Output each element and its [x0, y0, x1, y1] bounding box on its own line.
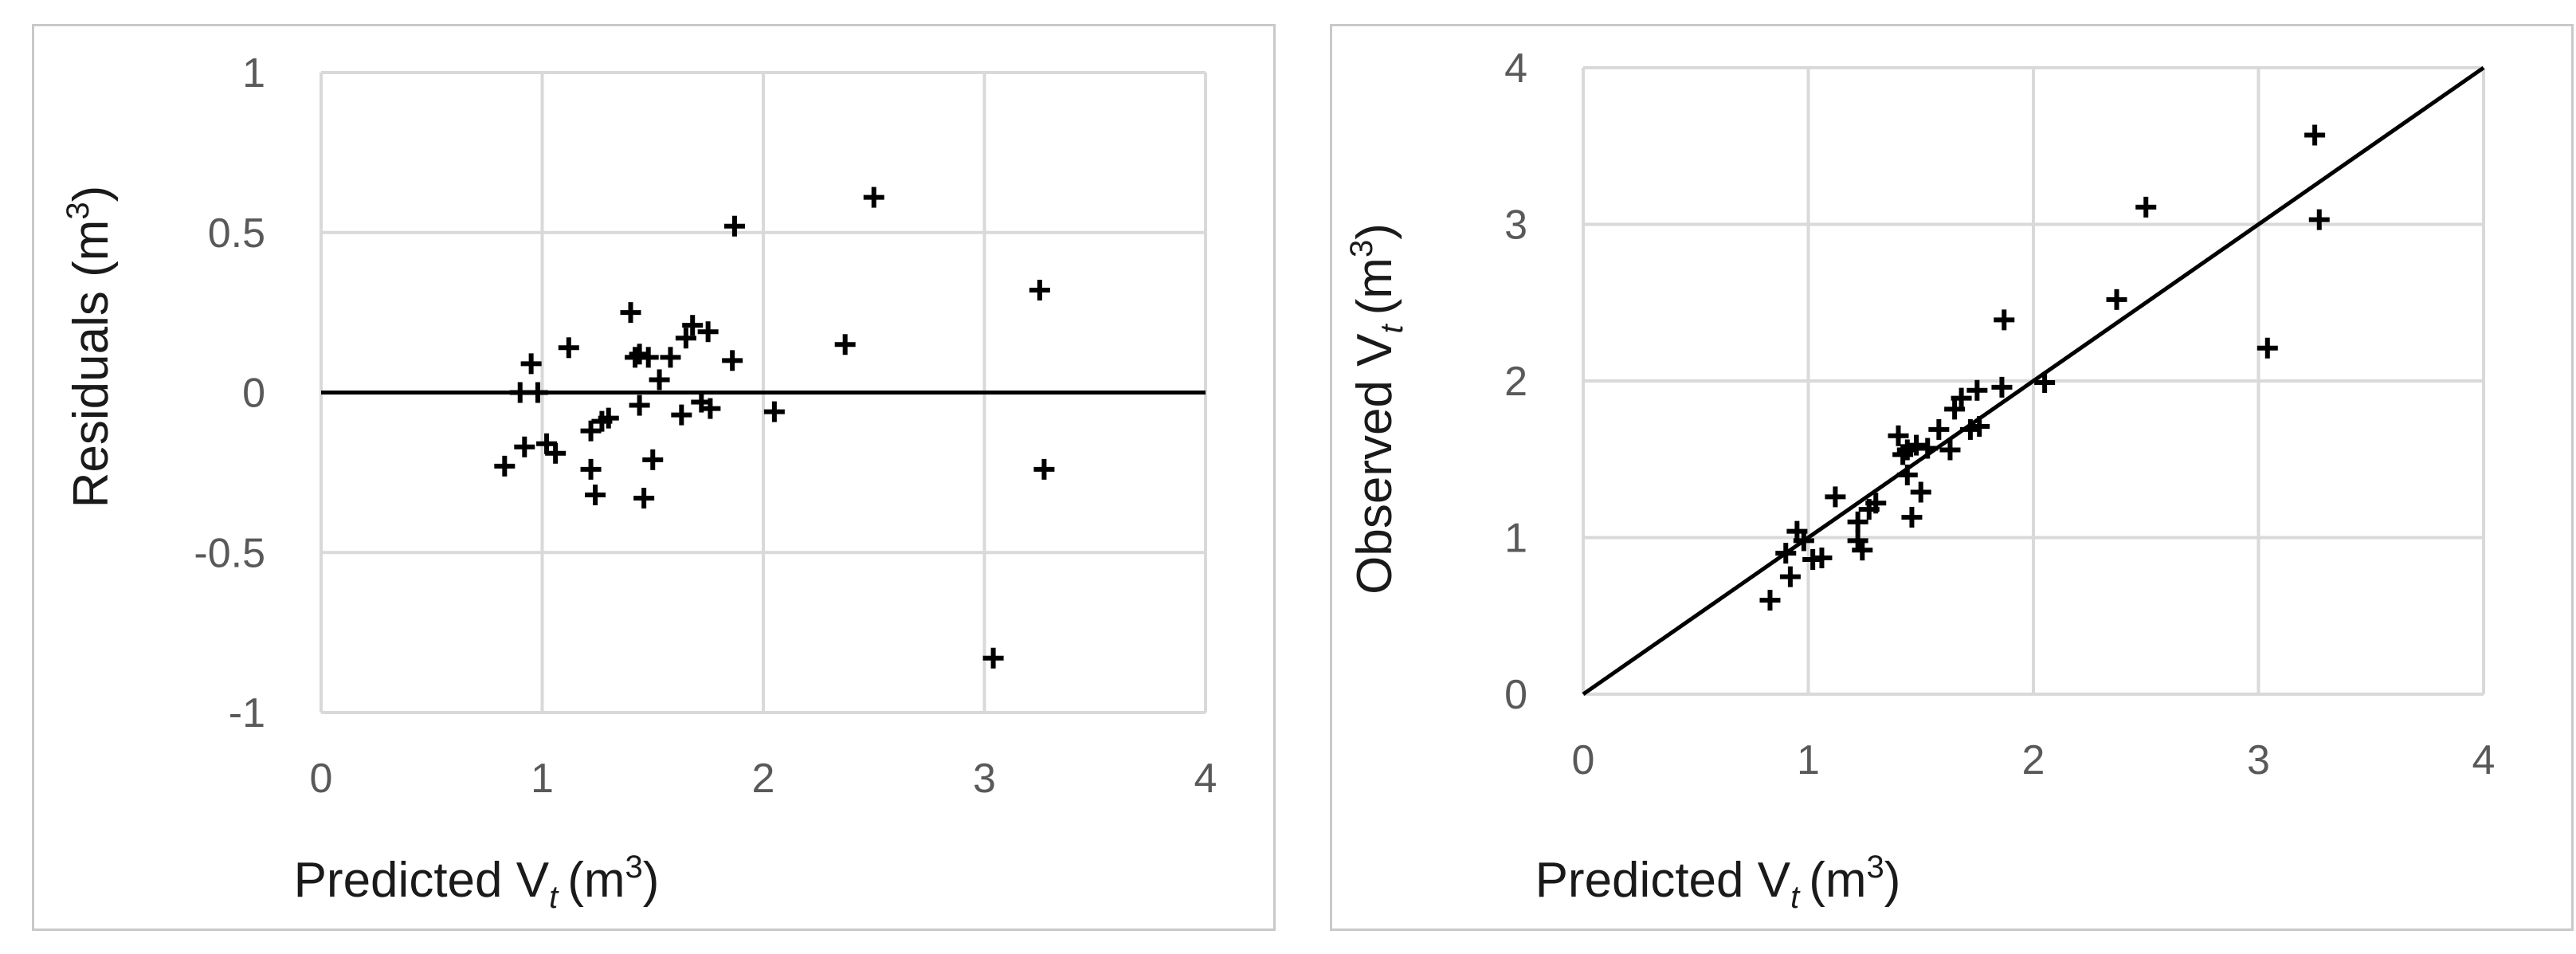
- data-point: [1847, 530, 1868, 552]
- y-tick-label: -0.5: [194, 530, 265, 576]
- y-tick-label: 3: [1504, 202, 1527, 249]
- data-point: [2034, 371, 2056, 393]
- x-tick-label: 0: [1572, 737, 1595, 783]
- data-point: [1994, 309, 2015, 331]
- data-point: [633, 487, 655, 508]
- data-point: [1779, 566, 1801, 587]
- data-point: [863, 186, 884, 208]
- data-point: [697, 321, 719, 343]
- data-point: [1775, 543, 1797, 564]
- data-point: [509, 382, 531, 403]
- data-point: [1825, 486, 1846, 508]
- data-point: [527, 382, 548, 403]
- data-point: [1917, 438, 1939, 459]
- data-point: [1901, 506, 1923, 528]
- y-tick-label: 1: [242, 50, 265, 96]
- data-point: [1969, 415, 1990, 437]
- data-point: [580, 420, 602, 442]
- data-point: [2106, 289, 2127, 310]
- x-tick-label: 4: [2472, 737, 2496, 783]
- data-point: [1928, 418, 1950, 440]
- x-tick-label: 2: [752, 756, 775, 802]
- y-tick-labels: -1 -0.5 0 0.5 1: [194, 50, 265, 736]
- data-point: [1939, 439, 1961, 461]
- data-point: [660, 347, 681, 368]
- y-axis-title: Observed Vt(m3): [1344, 223, 1410, 595]
- y-tick-label: 1: [1504, 516, 1527, 562]
- data-point: [722, 350, 743, 371]
- x-tick-label: 4: [1194, 756, 1217, 802]
- data-point: [620, 302, 641, 324]
- y-axis-title: Residuals (m3): [61, 186, 119, 508]
- x-tick-labels: 0 1 2 3 4: [310, 756, 1217, 802]
- data-point: [2308, 209, 2330, 230]
- data-point: [763, 401, 785, 422]
- data-point: [598, 407, 619, 429]
- data-point: [1852, 540, 1873, 561]
- data-point: [1951, 387, 1972, 409]
- y-tick-label: 0: [1504, 672, 1527, 718]
- data-point: [629, 395, 650, 416]
- x-tick-label: 1: [1797, 737, 1820, 783]
- y-tick-label: 4: [1504, 45, 1527, 92]
- x-tick-labels: 0 1 2 3 4: [1572, 737, 2496, 783]
- data-point: [494, 455, 516, 477]
- data-point: [642, 449, 664, 470]
- y-tick-label: 0: [242, 371, 265, 417]
- data-point: [982, 647, 1004, 669]
- data-point: [1888, 425, 1909, 446]
- data-point: [1847, 511, 1868, 532]
- data-point: [514, 436, 535, 457]
- x-tick-label: 2: [2022, 737, 2045, 783]
- data-point: [2135, 196, 2157, 218]
- data-point: [558, 337, 579, 359]
- data-point: [2304, 124, 2326, 146]
- data-point: [682, 315, 704, 336]
- data-point: [1865, 493, 1887, 514]
- data-points: [1759, 124, 2330, 611]
- y-tick-label: 0.5: [208, 210, 265, 257]
- data-point: [723, 215, 745, 237]
- data-point: [520, 353, 542, 375]
- data-point: [2256, 337, 2278, 359]
- y-tick-label: 2: [1504, 359, 1527, 405]
- observed-vs-predicted-chart: 0 1 2 3 4 0 1 2 3 4 Predicted Vt (m3) Observed Vt…: [1344, 45, 2496, 915]
- data-point: [649, 369, 670, 391]
- data-point: [1811, 548, 1833, 569]
- data-point: [1944, 398, 1966, 420]
- data-points: [494, 186, 1055, 669]
- y-tick-label: -1: [229, 690, 265, 736]
- data-point: [1966, 379, 1988, 401]
- y-tick-labels: 0 1 2 3 4: [1504, 45, 1527, 718]
- observed-vs-predicted-chart-panel: 0 1 2 3 4 0 1 2 3 4 Predicted Vt (m3) Observed Vt…: [1330, 24, 2574, 931]
- data-point: [1759, 590, 1781, 611]
- data-point: [1906, 434, 1927, 456]
- data-point: [1991, 376, 2013, 398]
- data-point: [671, 404, 692, 426]
- residuals-chart: -1 -0.5 0 0.5 1 0 1 2 3 4 Predicted Vt (m3) Resid…: [61, 50, 1217, 915]
- x-axis-title: Predicted Vt (m3): [1535, 850, 1901, 915]
- x-tick-label: 1: [531, 756, 554, 802]
- x-axis-title: Predicted Vt (m3): [294, 850, 660, 915]
- one-to-one-line: [1582, 65, 2485, 697]
- data-point: [1910, 481, 1931, 503]
- data-point: [637, 347, 659, 368]
- data-point: [1033, 458, 1055, 480]
- data-point: [1896, 464, 1918, 485]
- data-point: [1793, 530, 1814, 552]
- residuals-chart-panel: -1 -0.5 0 0.5 1 0 1 2 3 4 Predicted Vt (m3) Resid…: [32, 24, 1276, 931]
- data-point: [834, 334, 856, 355]
- data-point: [1029, 280, 1050, 301]
- data-point: [585, 484, 606, 505]
- x-tick-label: 3: [2247, 737, 2270, 783]
- data-point: [580, 458, 602, 480]
- x-tick-label: 0: [310, 756, 333, 802]
- data-point: [700, 398, 721, 419]
- data-point: [675, 328, 696, 349]
- data-point: [545, 442, 567, 464]
- x-tick-label: 3: [973, 756, 996, 802]
